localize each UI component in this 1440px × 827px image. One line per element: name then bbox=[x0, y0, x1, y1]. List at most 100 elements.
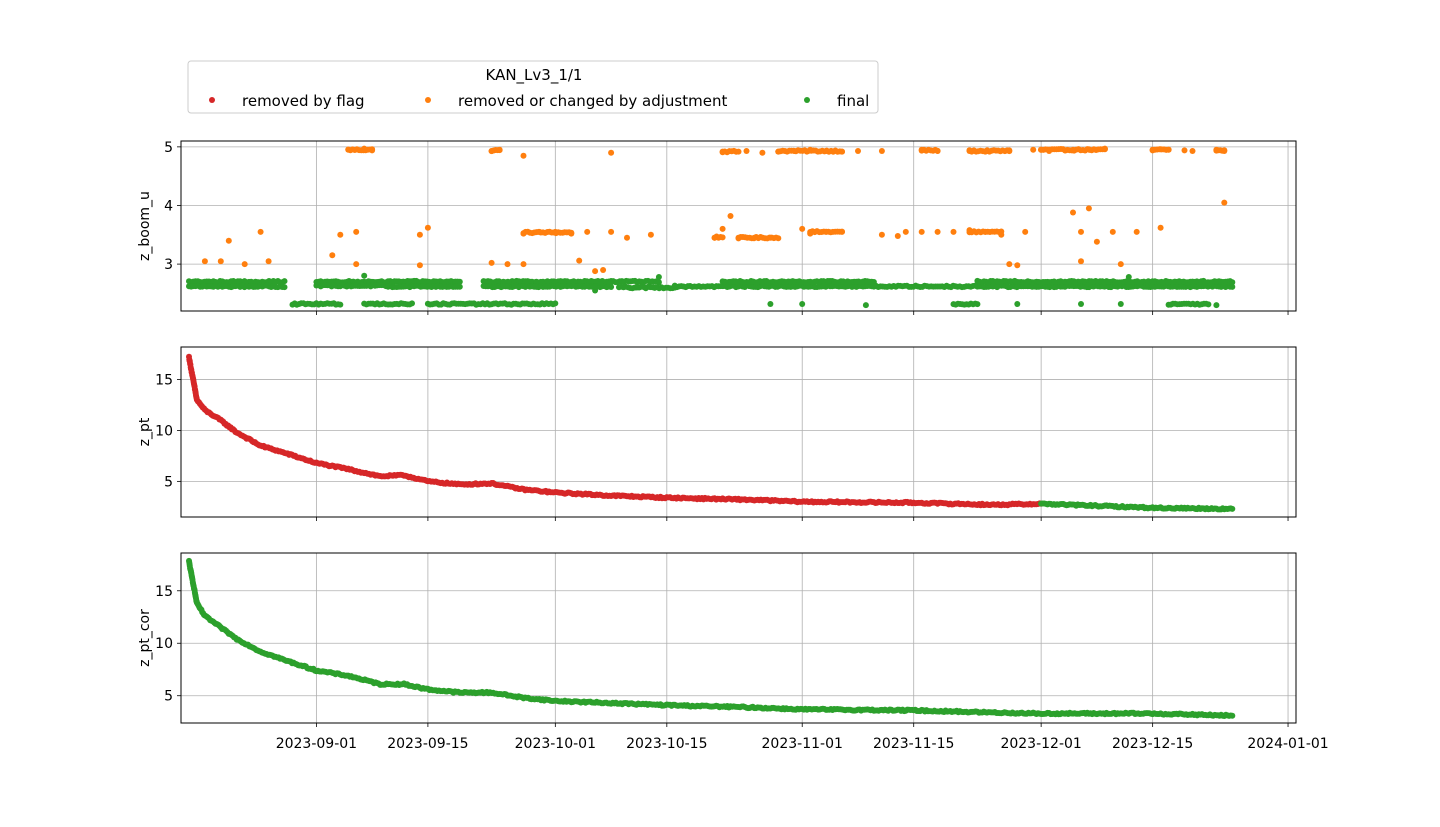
legend: KAN_Lv3_1/1 removed by flag removed or c… bbox=[187, 60, 879, 114]
data-point bbox=[1101, 145, 1108, 152]
data-point bbox=[1038, 146, 1045, 153]
data-point bbox=[337, 231, 344, 238]
axes-frame bbox=[180, 552, 1297, 724]
data-point bbox=[1117, 261, 1124, 268]
legend-label-final: final bbox=[837, 92, 869, 110]
data-point bbox=[241, 261, 248, 268]
data-point bbox=[281, 284, 288, 291]
data-point bbox=[735, 148, 742, 155]
panel-z-pt-cor: 5 10 15 2023-09-01 2023-09-15 2023-10-01 2023-… bbox=[137, 552, 1329, 752]
legend-entry-removed-or-changed: removed or changed by adjustment bbox=[425, 92, 727, 110]
data-point bbox=[735, 234, 742, 241]
data-point bbox=[608, 284, 615, 290]
data-point bbox=[1133, 228, 1140, 235]
data-point bbox=[719, 148, 726, 155]
legend-marker-final bbox=[804, 97, 810, 103]
data-point bbox=[576, 257, 583, 264]
data-point bbox=[799, 225, 806, 232]
data-point bbox=[1165, 146, 1172, 153]
data-point bbox=[1014, 301, 1021, 307]
data-point bbox=[1205, 301, 1212, 308]
y-axis-label: z_pt_cor bbox=[137, 609, 153, 667]
data-point bbox=[1070, 146, 1076, 153]
x-tick-label: 2023-12-01 bbox=[1000, 736, 1081, 752]
legend-entry-final: final bbox=[804, 92, 869, 110]
data-point bbox=[353, 261, 360, 268]
series-removed-or-changed-by-adjustment bbox=[201, 145, 1228, 275]
data-point bbox=[1006, 261, 1013, 268]
data-point bbox=[608, 149, 615, 156]
data-point bbox=[361, 272, 368, 279]
data-point bbox=[934, 228, 941, 235]
data-point bbox=[966, 227, 973, 234]
data-point bbox=[1117, 301, 1124, 307]
series-final bbox=[186, 272, 1236, 309]
data-point bbox=[719, 234, 726, 241]
y-tick-label: 5 bbox=[164, 474, 173, 490]
data-point bbox=[1022, 228, 1029, 235]
data-point bbox=[1181, 147, 1188, 154]
data-point bbox=[799, 301, 806, 307]
legend-entry-removed-by-flag: removed by flag bbox=[209, 92, 365, 110]
y-tick-label: 15 bbox=[155, 584, 173, 600]
data-point bbox=[1149, 147, 1156, 154]
data-point bbox=[918, 228, 925, 235]
data-point bbox=[902, 228, 909, 235]
data-point bbox=[456, 278, 463, 285]
data-point bbox=[982, 148, 989, 155]
data-point bbox=[823, 148, 830, 154]
data-point bbox=[1085, 146, 1092, 153]
data-point bbox=[1046, 148, 1053, 154]
data-point bbox=[1078, 301, 1084, 307]
data-point bbox=[1229, 283, 1236, 290]
data-point bbox=[918, 146, 925, 153]
data-point bbox=[1229, 712, 1236, 719]
data-point bbox=[862, 302, 869, 309]
data-point bbox=[655, 279, 662, 286]
data-point bbox=[592, 268, 599, 275]
data-point bbox=[409, 300, 415, 307]
x-tick-label: 2023-12-15 bbox=[1112, 736, 1193, 752]
data-point bbox=[568, 230, 575, 237]
x-tick-label: 2023-10-01 bbox=[515, 736, 596, 752]
legend-marker-removed-or-changed bbox=[425, 97, 431, 103]
series-final bbox=[1038, 500, 1236, 513]
y-axis-label: z_pt bbox=[137, 417, 153, 446]
data-point bbox=[878, 231, 885, 238]
data-point bbox=[823, 228, 830, 235]
data-point bbox=[743, 148, 750, 154]
data-point bbox=[369, 147, 376, 154]
x-tick-label: 2024-01-01 bbox=[1247, 736, 1328, 752]
data-point bbox=[974, 301, 981, 308]
data-point bbox=[998, 231, 1005, 238]
data-point bbox=[600, 267, 607, 273]
data-point bbox=[1078, 228, 1084, 235]
y-tick-label: 3 bbox=[164, 257, 173, 273]
data-point bbox=[552, 300, 559, 307]
data-point bbox=[1221, 148, 1228, 154]
data-point bbox=[759, 149, 766, 156]
panel-z-pt: 5 10 15 z_pt bbox=[137, 346, 1297, 521]
data-point bbox=[655, 274, 662, 280]
axes-frame bbox=[180, 140, 1297, 312]
data-point bbox=[1221, 199, 1228, 206]
y-tick-label: 4 bbox=[164, 198, 173, 214]
data-point bbox=[719, 225, 726, 232]
data-point bbox=[1085, 205, 1092, 212]
data-point bbox=[950, 228, 957, 235]
data-point bbox=[225, 237, 232, 244]
data-point bbox=[345, 146, 352, 153]
data-point bbox=[1014, 262, 1021, 269]
data-point bbox=[257, 228, 264, 235]
data-point bbox=[1070, 209, 1076, 216]
y-axis-label: z_boom_u bbox=[137, 191, 153, 261]
data-point bbox=[1006, 147, 1013, 154]
x-tick-label: 2023-09-01 bbox=[276, 736, 357, 752]
x-tick-label: 2023-09-15 bbox=[387, 736, 468, 752]
panel-z-boom-u: 3 4 5 z_boom_u bbox=[137, 140, 1297, 315]
legend-label-removed-or-changed: removed or changed by adjustment bbox=[458, 92, 727, 110]
data-point bbox=[839, 148, 845, 155]
data-point bbox=[281, 278, 288, 285]
data-point bbox=[767, 301, 774, 307]
